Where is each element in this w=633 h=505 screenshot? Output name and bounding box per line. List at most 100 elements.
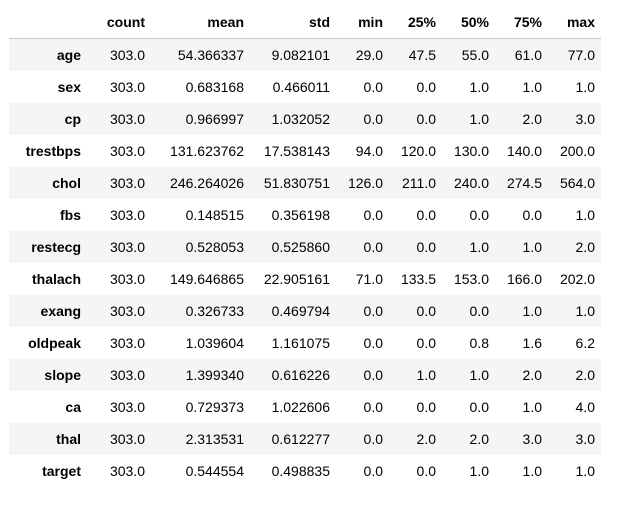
cell-75pct: 140.0 (506, 143, 542, 159)
row-label: fbs (60, 207, 81, 223)
cell-min: 29.0 (355, 47, 383, 63)
cell-std: 0.469794 (271, 303, 330, 319)
cell-75pct: 3.0 (522, 431, 542, 447)
cell-max: 1.0 (575, 79, 595, 95)
row-label: age (56, 47, 81, 63)
cell-count: 303.0 (109, 399, 145, 415)
cell-75pct: 274.5 (506, 175, 542, 191)
table-row: chol 303.0 246.264026 51.830751 126.0 211.0 24… (9, 167, 601, 199)
cell-max: 4.0 (575, 399, 595, 415)
header-row: count mean std min 25% 50% 75% max (9, 6, 601, 39)
cell-max: 77.0 (567, 47, 595, 63)
row-label: sex (57, 79, 81, 95)
cell-50pct: 1.0 (469, 79, 489, 95)
table-row: sex 303.0 0.683168 0.466011 0.0 0.0 1.0 1.0 1.0 (9, 71, 601, 103)
cell-count: 303.0 (109, 79, 145, 95)
cell-75pct: 2.0 (522, 111, 542, 127)
cell-50pct: 1.0 (469, 463, 489, 479)
cell-25pct: 0.0 (416, 111, 436, 127)
row-label: restecg (31, 239, 81, 255)
cell-50pct: 0.0 (469, 207, 489, 223)
row-label: target (42, 463, 81, 479)
cell-25pct: 1.0 (416, 367, 436, 383)
cell-25pct: 0.0 (416, 335, 436, 351)
row-label: chol (52, 175, 81, 191)
cell-min: 0.0 (363, 431, 383, 447)
column-header-min: min (336, 6, 389, 39)
table-body: age 303.0 54.366337 9.082101 29.0 47.5 55.0 61.… (9, 38, 601, 488)
column-header-count: count (87, 6, 151, 39)
cell-std: 22.905161 (263, 271, 330, 287)
row-label: exang (40, 303, 81, 319)
table-row: target 303.0 0.544554 0.498835 0.0 0.0 1.0 1.0 1… (9, 455, 601, 487)
cell-std: 17.538143 (263, 143, 330, 159)
cell-50pct: 153.0 (453, 271, 489, 287)
cell-75pct: 166.0 (506, 271, 542, 287)
table-row: oldpeak 303.0 1.039604 1.161075 0.0 0.0 0.8 1.6… (9, 327, 601, 359)
cell-50pct: 0.0 (469, 399, 489, 415)
cell-count: 303.0 (109, 47, 145, 63)
column-header-max: max (548, 6, 601, 39)
row-label: thal (56, 431, 81, 447)
cell-count: 303.0 (109, 463, 145, 479)
table-row: slope 303.0 1.399340 0.616226 0.0 1.0 1.0 2.0 2.… (9, 359, 601, 391)
cell-75pct: 1.0 (522, 303, 542, 319)
cell-50pct: 1.0 (469, 239, 489, 255)
cell-75pct: 1.0 (522, 239, 542, 255)
cell-mean: 2.313531 (185, 431, 244, 447)
cell-25pct: 0.0 (416, 207, 436, 223)
cell-50pct: 0.8 (469, 335, 489, 351)
cell-mean: 0.966997 (185, 111, 244, 127)
cell-mean: 54.366337 (177, 47, 244, 63)
cell-75pct: 1.0 (522, 399, 542, 415)
table-row: fbs 303.0 0.148515 0.356198 0.0 0.0 0.0 0.0 1.0 (9, 199, 601, 231)
cell-min: 0.0 (363, 335, 383, 351)
cell-50pct: 0.0 (469, 303, 489, 319)
cell-count: 303.0 (109, 239, 145, 255)
cell-min: 94.0 (355, 143, 383, 159)
table-row: age 303.0 54.366337 9.082101 29.0 47.5 55.0 61.… (9, 38, 601, 71)
cell-std: 0.466011 (272, 79, 330, 95)
cell-75pct: 1.0 (522, 79, 542, 95)
cell-mean: 0.528053 (185, 239, 244, 255)
cell-25pct: 0.0 (416, 399, 436, 415)
row-label: cp (64, 111, 81, 127)
cell-count: 303.0 (109, 431, 145, 447)
cell-max: 1.0 (575, 463, 595, 479)
column-header-std: std (250, 6, 336, 39)
cell-std: 9.082101 (271, 47, 330, 63)
cell-50pct: 2.0 (469, 431, 489, 447)
cell-count: 303.0 (109, 143, 145, 159)
cell-50pct: 130.0 (453, 143, 489, 159)
cell-count: 303.0 (109, 175, 145, 191)
table-row: thalach 303.0 149.646865 22.905161 71.0 133.5… (9, 263, 601, 295)
cell-50pct: 55.0 (461, 47, 489, 63)
cell-25pct: 2.0 (416, 431, 436, 447)
cell-max: 2.0 (575, 239, 595, 255)
table-row: cp 303.0 0.966997 1.032052 0.0 0.0 1.0 2.0 3.0 (9, 103, 601, 135)
cell-25pct: 0.0 (416, 239, 436, 255)
cell-max: 3.0 (575, 431, 595, 447)
cell-max: 200.0 (559, 143, 595, 159)
cell-min: 0.0 (363, 463, 383, 479)
cell-min: 0.0 (363, 79, 383, 95)
cell-min: 0.0 (363, 399, 383, 415)
row-label: ca (65, 399, 81, 415)
column-header-25pct: 25% (389, 6, 442, 39)
cell-std: 0.616226 (271, 367, 330, 383)
cell-25pct: 133.5 (400, 271, 436, 287)
cell-count: 303.0 (109, 207, 145, 223)
cell-mean: 0.683168 (185, 79, 244, 95)
cell-25pct: 120.0 (400, 143, 436, 159)
cell-mean: 246.264026 (170, 175, 244, 191)
cell-min: 0.0 (363, 367, 383, 383)
cell-75pct: 0.0 (522, 207, 542, 223)
cell-mean: 0.729373 (185, 399, 244, 415)
cell-max: 2.0 (575, 367, 595, 383)
table-row: exang 303.0 0.326733 0.469794 0.0 0.0 0.0 1.0 1.… (9, 295, 601, 327)
cell-std: 1.161075 (271, 335, 330, 351)
cell-min: 71.0 (355, 271, 383, 287)
table-row: thal 303.0 2.313531 0.612277 0.0 2.0 2.0 3.0 3.0 (9, 423, 601, 455)
cell-min: 0.0 (363, 303, 383, 319)
row-label: trestbps (25, 143, 81, 159)
